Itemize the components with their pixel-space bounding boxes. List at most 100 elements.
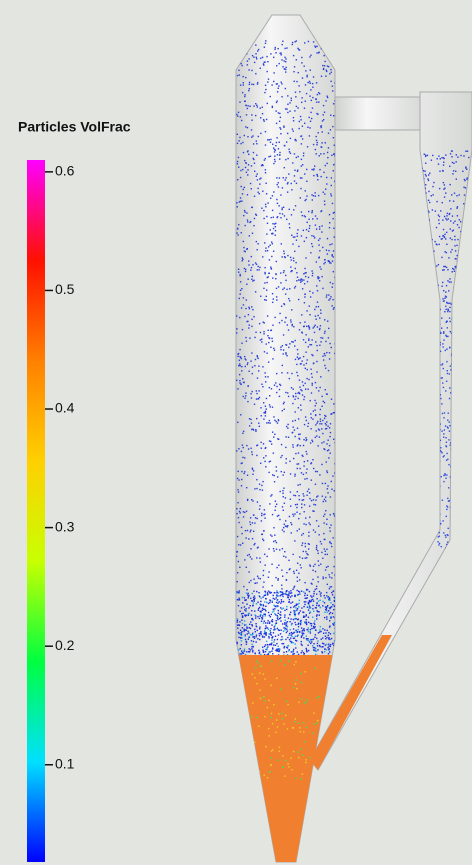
particle (430, 298, 431, 299)
particle (324, 402, 325, 403)
particle (325, 609, 326, 610)
particle (428, 174, 429, 175)
particle (248, 264, 249, 265)
particle (285, 108, 286, 109)
particle (289, 223, 290, 224)
particle (309, 498, 310, 499)
particle (243, 152, 244, 153)
particle (240, 365, 241, 366)
particle (453, 170, 454, 171)
particle (251, 136, 252, 137)
particle (252, 651, 253, 652)
particle (445, 535, 446, 536)
particle (237, 161, 238, 162)
particle (313, 363, 314, 364)
particle (450, 281, 451, 282)
particle (244, 457, 245, 458)
particle (436, 265, 437, 266)
particle (287, 704, 288, 705)
particle (315, 648, 316, 649)
particle (465, 151, 466, 152)
particle (270, 757, 271, 758)
particle (315, 215, 316, 216)
particle (309, 601, 310, 602)
particle (290, 319, 291, 320)
particle (299, 393, 300, 394)
particle (443, 532, 444, 533)
particle (334, 412, 335, 413)
particle (456, 315, 457, 316)
particle (322, 120, 323, 121)
particle (435, 210, 436, 211)
particle (290, 522, 291, 523)
particle (294, 41, 295, 42)
particle (304, 593, 305, 594)
particle (244, 96, 245, 97)
particle (304, 42, 305, 43)
colorbar-tick-label: 0.3 (55, 518, 75, 534)
particle (297, 651, 298, 652)
particle (292, 446, 293, 447)
particle (302, 215, 303, 216)
particle (277, 615, 278, 616)
particle (271, 750, 272, 751)
particle (454, 481, 455, 482)
particle (298, 452, 299, 453)
particle (267, 315, 268, 316)
particle (457, 239, 458, 240)
particle (280, 633, 281, 634)
particle (447, 427, 448, 428)
particle (253, 84, 254, 85)
particle (290, 596, 291, 597)
particle (241, 200, 242, 201)
particle (287, 372, 288, 373)
particle (246, 641, 247, 642)
particle (326, 421, 327, 422)
particle (323, 516, 324, 517)
particle (309, 505, 310, 506)
particle (245, 308, 246, 309)
particle (316, 496, 317, 497)
particle (298, 603, 299, 604)
particle (276, 606, 277, 607)
particle (263, 412, 264, 413)
particle (236, 556, 237, 557)
particle (453, 436, 454, 437)
particle (267, 594, 268, 595)
particle (329, 261, 330, 262)
particle (330, 115, 331, 116)
particle (295, 683, 296, 684)
particle (237, 228, 238, 229)
particle (317, 421, 318, 422)
particle (430, 263, 431, 264)
particle (285, 520, 286, 521)
particle (278, 613, 279, 614)
particle (276, 137, 277, 138)
particle (271, 494, 272, 495)
particle (332, 126, 333, 127)
particle (262, 366, 263, 367)
particle (304, 396, 305, 397)
particle (300, 322, 301, 323)
particle (241, 631, 242, 632)
particle (252, 207, 253, 208)
particle (296, 507, 297, 508)
particle (262, 538, 263, 539)
particle (274, 510, 275, 511)
particle (246, 599, 247, 600)
particle (332, 57, 333, 58)
particle (326, 183, 327, 184)
particle (241, 366, 242, 367)
particle (250, 548, 251, 549)
particle (333, 439, 334, 440)
particle (456, 154, 457, 155)
particle (264, 282, 265, 283)
particle (244, 358, 245, 359)
particle (239, 621, 240, 622)
particle (237, 163, 238, 164)
particle (257, 576, 258, 577)
particle (278, 205, 279, 206)
particle (303, 273, 304, 274)
particle (302, 394, 303, 395)
particle (331, 72, 332, 73)
